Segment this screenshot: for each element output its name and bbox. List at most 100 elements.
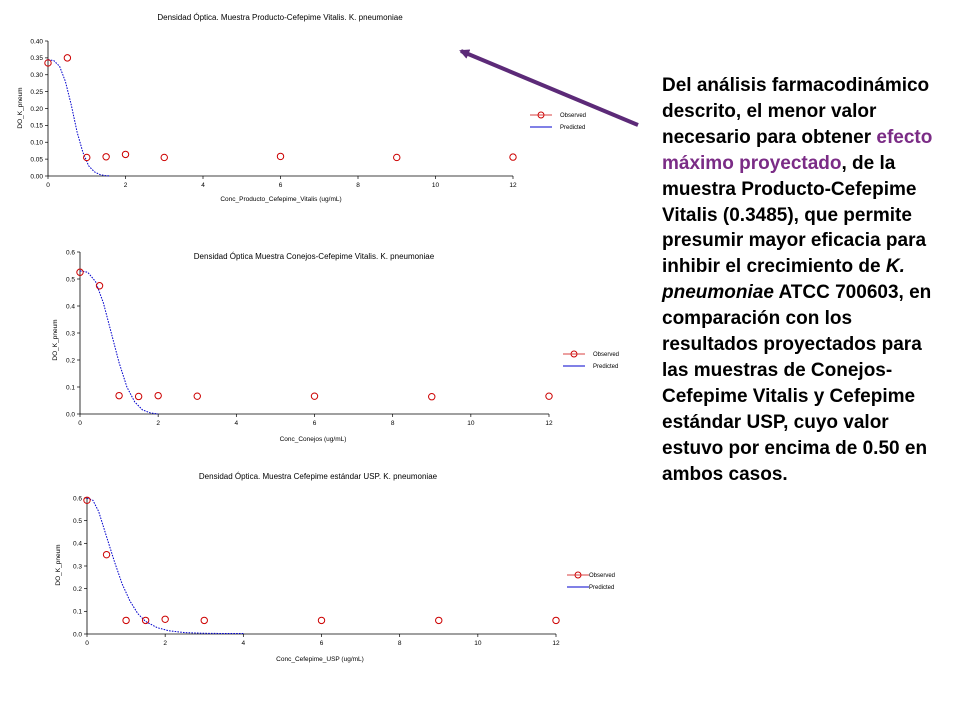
chart-2-ylabel: DO_K_pneum	[52, 319, 59, 360]
chart-1-observed-point	[160, 153, 168, 162]
chart-1: Densidad Óptica. Muestra Producto-Cefepi…	[17, 13, 586, 203]
chart-2-observed-point	[428, 393, 436, 401]
chart-3-y-tick-label: 0.2	[73, 586, 82, 593]
chart-3-observed-point	[141, 616, 150, 625]
chart-1-ylabel: DO_K_pneum	[17, 87, 24, 128]
chart-2-title: Densidad Óptica Muestra Conejos-Cefepime…	[194, 252, 435, 261]
chart-3-x-tick-label: 6	[320, 640, 324, 647]
chart-1-predicted-line	[47, 59, 111, 177]
chart-2-observed-point	[545, 392, 553, 400]
chart-2-legend: Observed Predicted	[563, 350, 619, 370]
chart-1-observed-point	[63, 54, 72, 62]
chart-2-x-tick-label: 0	[78, 420, 82, 427]
chart-3-observed-point	[435, 616, 443, 625]
chart-3-xlabel: Conc_Cefepime_USP (ug/mL)	[276, 656, 364, 663]
chart-2-x-tick-label: 2	[156, 420, 160, 427]
chart-1-y-tick-label: 0.00	[30, 173, 43, 180]
chart-3-x-tick-label: 4	[242, 640, 246, 647]
chart-3-y-tick-label: 0.5	[73, 518, 82, 525]
analysis-text-part-5: ATCC 700603, en comparación con los resu…	[662, 282, 932, 485]
chart-3-marks: 0.0 0.1 0.2 0.3 0.4 0.5 0.6 0 2 4 6 8 10 12	[73, 495, 560, 647]
chart-1-observed-point	[102, 153, 110, 161]
chart-3-legend-predicted-label: Predicted	[589, 585, 614, 591]
chart-1-observed-point	[509, 153, 517, 161]
chart-3-observed-point	[552, 616, 560, 625]
chart-1-observed-point	[83, 153, 91, 162]
chart-2-predicted-line	[79, 270, 159, 415]
chart-3-predicted-line	[86, 497, 244, 634]
chart-1-y-tick-label: 0.10	[30, 140, 43, 147]
chart-2-observed-point	[76, 268, 84, 276]
analysis-text-part-3: , de la muestra Producto-Cefepime Vitali…	[662, 152, 927, 278]
chart-2-x-tick-label: 8	[391, 420, 395, 427]
chart-3-observed-point	[200, 616, 208, 625]
chart-3-title: Densidad Óptica. Muestra Cefepime estánd…	[199, 472, 438, 481]
chart-2-legend-predicted-label: Predicted	[593, 364, 618, 370]
chart-2-y-tick-label: 0.3	[66, 330, 75, 337]
chart-1-x-tick-label: 4	[201, 182, 205, 189]
chart-1-observed-point	[393, 153, 401, 162]
chart-2-legend-observed-label: Observed	[593, 352, 619, 358]
analysis-text-part-1: Del análisis farmacodinámico descrito, e…	[662, 75, 930, 148]
chart-2-y-tick-label: 0.6	[66, 249, 75, 256]
chart-1-y-tick-label: 0.20	[30, 106, 43, 113]
chart-2-observed-point	[154, 391, 162, 400]
chart-1-observed-point	[44, 59, 52, 67]
chart-2-x-tick-label: 6	[313, 420, 317, 427]
chart-2-observed-point	[95, 282, 104, 290]
chart-2-x-tick-label: 10	[467, 420, 475, 427]
chart-1-legend-predicted-label: Predicted	[560, 125, 585, 131]
chart-3-ylabel: DO_K_pneum	[55, 544, 62, 585]
chart-1-observed-point	[121, 150, 130, 159]
chart-3-x-tick-label: 10	[474, 640, 482, 647]
chart-3-legend-observed-marker	[574, 571, 582, 579]
chart-3-observed-point	[83, 496, 91, 504]
analysis-highlight: efecto máximo proyectado	[662, 126, 933, 174]
chart-3-legend-observed-label: Observed	[589, 573, 615, 579]
chart-2-marks: 0.0 0.1 0.2 0.3 0.4 0.5 0.6 0 2 4 6 8 10 12	[66, 249, 553, 427]
chart-3-x-tick-label: 12	[552, 640, 560, 647]
chart-3-x-tick-label: 0	[85, 640, 89, 647]
chart-2-observed-point	[115, 391, 123, 400]
chart-2-y-tick-label: 0.0	[66, 411, 75, 418]
analysis-text: Del análisis farmacodinámico descrito, e…	[662, 73, 952, 488]
chart-3-y-tick-label: 0.4	[73, 541, 82, 548]
chart-2-y-tick-label: 0.1	[66, 384, 75, 391]
chart-2-legend-observed-marker	[570, 350, 578, 358]
chart-1-y-tick-label: 0.35	[30, 55, 43, 62]
chart-2-observed-point	[193, 392, 201, 400]
chart-3-y-tick-label: 0.6	[73, 495, 82, 502]
chart-1-y-tick-label: 0.05	[30, 156, 43, 163]
chart-1-x-tick-label: 10	[432, 182, 440, 189]
chart-1-legend: Observed Predicted	[530, 111, 586, 131]
chart-3-observed-point	[317, 616, 326, 625]
chart-3-observed-point	[102, 550, 111, 559]
chart-3: Densidad Óptica. Muestra Cefepime estánd…	[55, 472, 615, 663]
chart-3-observed-point	[122, 616, 130, 625]
chart-1-legend-observed-marker	[537, 111, 545, 119]
pointer-arrow	[459, 49, 639, 127]
chart-3-observed-point	[161, 615, 169, 623]
chart-1-x-tick-label: 0	[46, 182, 50, 189]
chart-3-y-tick-label: 0.1	[73, 609, 82, 616]
chart-3-y-tick-label: 0.0	[73, 631, 82, 638]
chart-1-x-tick-label: 6	[279, 182, 283, 189]
chart-1-y-tick-label: 0.25	[30, 89, 43, 96]
chart-1-title: Densidad Óptica. Muestra Producto-Cefepi…	[157, 13, 403, 22]
chart-1-marks: 0.00 0.05 0.10 0.15 0.20 0.25 0.30 0.35 0.40 0 2 4 6…	[30, 38, 517, 189]
chart-1-y-tick-label: 0.15	[30, 123, 43, 130]
chart-1-y-tick-label: 0.30	[30, 72, 43, 79]
chart-2-x-tick-label: 4	[235, 420, 239, 427]
chart-1-x-tick-label: 2	[124, 182, 128, 189]
chart-1-legend-observed-label: Observed	[560, 113, 586, 119]
chart-2-y-tick-label: 0.2	[66, 357, 75, 364]
chart-2-y-tick-label: 0.5	[66, 276, 75, 283]
chart-1-y-tick-label: 0.40	[30, 38, 43, 45]
chart-3-legend: Observed Predicted	[567, 571, 615, 591]
chart-2-x-tick-label: 12	[545, 420, 553, 427]
chart-3-x-tick-label: 2	[163, 640, 167, 647]
chart-2-xlabel: Conc_Conejos (ug/mL)	[280, 436, 347, 443]
chart-1-x-tick-label: 8	[356, 182, 360, 189]
chart-2-observed-point	[134, 392, 143, 401]
